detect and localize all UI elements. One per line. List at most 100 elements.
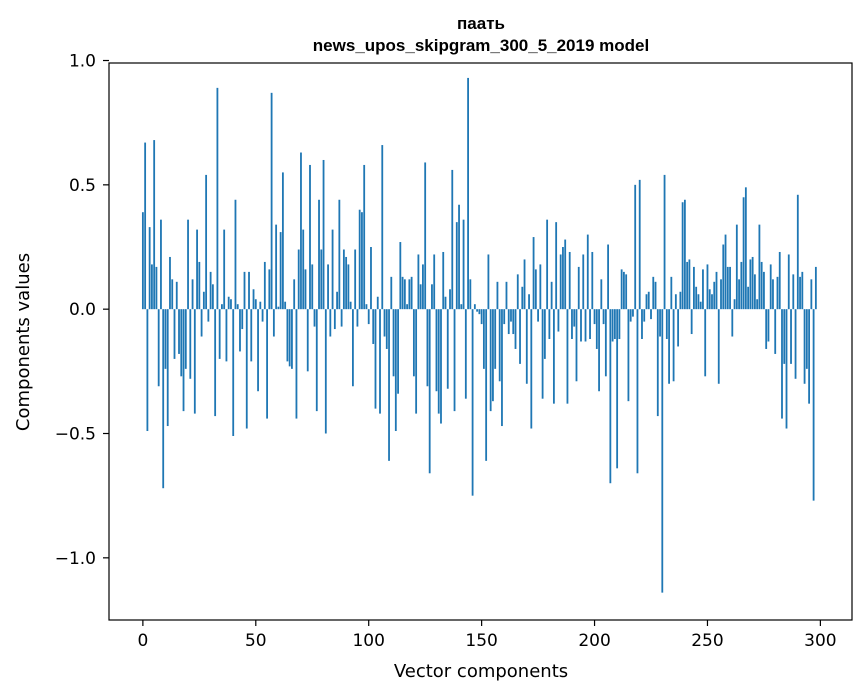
- bar-component-85: [333, 309, 336, 330]
- bar-component-197: [586, 234, 589, 310]
- bar-component-270: [751, 256, 754, 310]
- bar-component-282: [778, 251, 781, 310]
- bar-component-156: [494, 309, 497, 369]
- bar-component-279: [772, 279, 774, 310]
- bar-component-184: [557, 309, 560, 332]
- bar-component-87: [338, 199, 341, 310]
- y-axis-label: Components values: [13, 253, 34, 431]
- bar-component-227: [654, 281, 657, 310]
- bar-component-82: [327, 264, 329, 310]
- bar-component-62: [281, 172, 284, 310]
- bar-component-224: [647, 291, 650, 310]
- bar-component-25: [198, 261, 201, 310]
- bar-component-199: [591, 251, 594, 310]
- bar-component-148: [476, 309, 479, 312]
- bar-component-138: [453, 309, 456, 412]
- bar-component-136: [449, 289, 451, 310]
- bar-component-39: [230, 299, 232, 310]
- bar-component-167: [519, 309, 521, 364]
- bar-component-77: [315, 309, 318, 412]
- bar-component-209: [613, 309, 616, 340]
- bar-component-107: [383, 309, 386, 337]
- bar-component-99: [365, 304, 368, 310]
- bar-component-203: [600, 279, 603, 310]
- bar-component-254: [715, 271, 718, 310]
- bar-component-48: [250, 309, 253, 362]
- x-tick-label-100: 100: [352, 631, 384, 651]
- bar-component-34: [218, 309, 221, 359]
- bar-component-53: [261, 309, 264, 322]
- bar-component-262: [733, 299, 736, 310]
- bar-component-64: [286, 309, 289, 362]
- bar-component-16: [178, 309, 180, 354]
- bar-component-14: [173, 309, 176, 359]
- bar-component-96: [358, 209, 361, 310]
- bar-component-69: [297, 249, 300, 310]
- bar-component-211: [618, 309, 621, 340]
- bar-component-146: [471, 309, 474, 496]
- bar-component-200: [593, 309, 596, 325]
- bar-component-75: [311, 264, 314, 310]
- bar-component-105: [379, 309, 381, 414]
- bar-component-272: [756, 299, 759, 310]
- bar-component-185: [559, 254, 562, 310]
- bar-component-112: [394, 309, 397, 432]
- bar-component-289: [794, 309, 797, 379]
- bar-component-71: [302, 229, 305, 310]
- bar-component-249: [704, 309, 707, 377]
- bar-component-149: [478, 309, 481, 315]
- bar-component-118: [408, 279, 411, 310]
- bar-component-166: [516, 274, 519, 310]
- bar-component-153: [487, 254, 490, 310]
- bar-component-171: [528, 294, 530, 310]
- bar-component-8: [160, 219, 162, 310]
- bar-component-91: [347, 264, 350, 310]
- bar-component-182: [552, 309, 555, 404]
- bar-component-119: [410, 276, 413, 310]
- y-tick-label-3: −0.5: [55, 425, 96, 445]
- bar-component-58: [272, 309, 275, 337]
- bar-component-59: [275, 224, 278, 310]
- bar-component-230: [661, 309, 664, 593]
- bar-component-66: [291, 309, 293, 369]
- bar-component-137: [451, 169, 454, 310]
- x-tick-label-150: 150: [465, 631, 497, 651]
- bar-component-245: [695, 286, 698, 310]
- bar-component-97: [361, 212, 363, 310]
- bar-component-190: [571, 309, 573, 340]
- bar-component-54: [263, 261, 266, 310]
- bar-component-260: [729, 266, 731, 310]
- bar-component-253: [713, 281, 716, 310]
- bar-component-250: [706, 264, 709, 310]
- x-axis-label: Vector components: [394, 661, 568, 682]
- y-tick-label-1: 0.5: [69, 176, 96, 196]
- bar-component-183: [555, 222, 558, 310]
- bar-component-122: [417, 254, 420, 310]
- bar-component-21: [189, 309, 192, 379]
- bar-component-243: [690, 309, 693, 335]
- bar-component-235: [672, 309, 675, 382]
- bar-component-265: [740, 261, 743, 310]
- bar-component-128: [431, 284, 433, 310]
- bar-component-43: [239, 309, 241, 352]
- bar-component-102: [372, 309, 375, 344]
- bar-component-38: [227, 296, 230, 310]
- bar-component-239: [681, 202, 684, 310]
- bar-component-49: [252, 289, 255, 310]
- bar-component-116: [403, 279, 406, 310]
- bar-component-266: [742, 197, 745, 310]
- bar-component-11: [166, 309, 169, 427]
- bar-component-247: [699, 301, 702, 310]
- bar-component-177: [541, 309, 544, 399]
- bar-component-127: [428, 309, 431, 474]
- bar-component-134: [444, 296, 447, 310]
- bar-component-4: [151, 264, 153, 310]
- bar-component-217: [632, 309, 634, 317]
- bar-component-65: [288, 309, 291, 367]
- bar-component-44: [241, 309, 244, 330]
- bar-component-297: [812, 309, 815, 501]
- bar-component-23: [193, 309, 196, 414]
- bar-component-173: [532, 237, 535, 310]
- x-tick-label-300: 300: [804, 631, 836, 651]
- bar-component-72: [304, 269, 307, 310]
